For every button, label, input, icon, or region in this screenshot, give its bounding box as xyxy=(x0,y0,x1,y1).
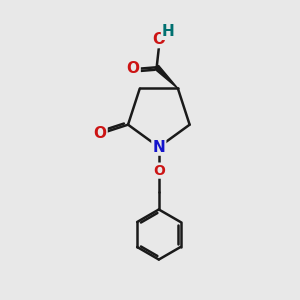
Text: O: O xyxy=(127,61,140,76)
Text: N: N xyxy=(152,140,165,154)
Polygon shape xyxy=(155,65,178,88)
Text: O: O xyxy=(153,164,165,178)
Text: H: H xyxy=(162,24,175,39)
Text: O: O xyxy=(152,32,166,47)
Text: O: O xyxy=(94,126,106,141)
